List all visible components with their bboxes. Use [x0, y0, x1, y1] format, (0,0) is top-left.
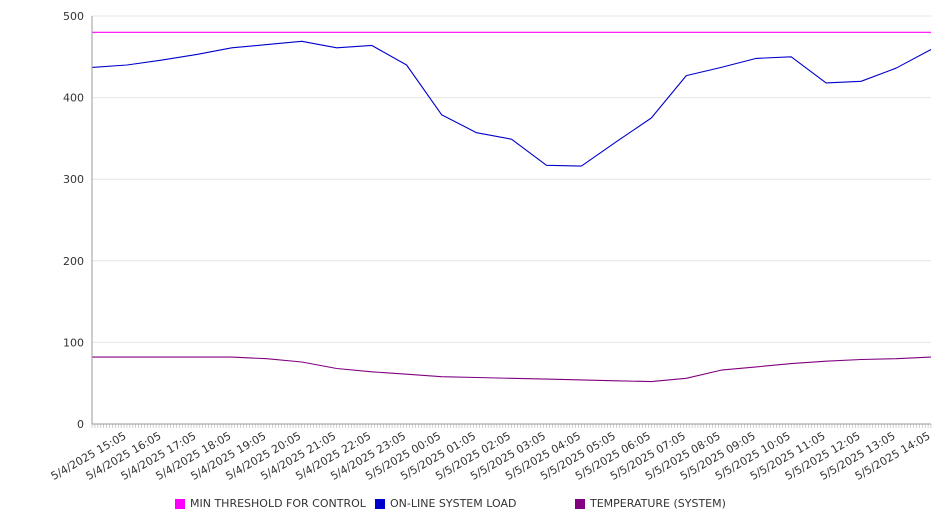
gridlines: [92, 15, 931, 343]
series-lines: [91, 31, 932, 383]
y-tick-label: 200: [63, 255, 84, 268]
x-axis-ticks: 5/4/2025 15:055/4/2025 16:055/4/2025 17:…: [49, 424, 933, 483]
y-tick-label: 0: [77, 418, 84, 431]
y-axis-ticks: 0 100 200 300 400 500: [63, 10, 84, 431]
series-line-temperature-system: [92, 356, 932, 383]
legend-item-temperature[interactable]: TEMPERATURE (SYSTEM): [575, 497, 726, 510]
legend-label-min-threshold: MIN THRESHOLD FOR CONTROL: [190, 497, 366, 510]
series-line-on-line-system-load: [91, 40, 932, 167]
y-tick-label: 300: [63, 173, 84, 186]
y-tick-label: 400: [63, 92, 84, 105]
legend: MIN THRESHOLD FOR CONTROL ON-LINE SYSTEM…: [0, 497, 946, 515]
legend-item-system-load[interactable]: ON-LINE SYSTEM LOAD: [375, 497, 516, 510]
legend-item-min-threshold[interactable]: MIN THRESHOLD FOR CONTROL: [175, 497, 366, 510]
legend-swatch-temperature: [575, 498, 585, 509]
legend-label-temperature: TEMPERATURE (SYSTEM): [590, 497, 726, 510]
y-tick-label: 100: [63, 336, 84, 349]
legend-swatch-system-load: [375, 498, 385, 509]
y-tick-label: 500: [63, 10, 84, 23]
legend-label-system-load: ON-LINE SYSTEM LOAD: [390, 497, 517, 510]
legend-swatch-min-threshold: [175, 498, 185, 509]
